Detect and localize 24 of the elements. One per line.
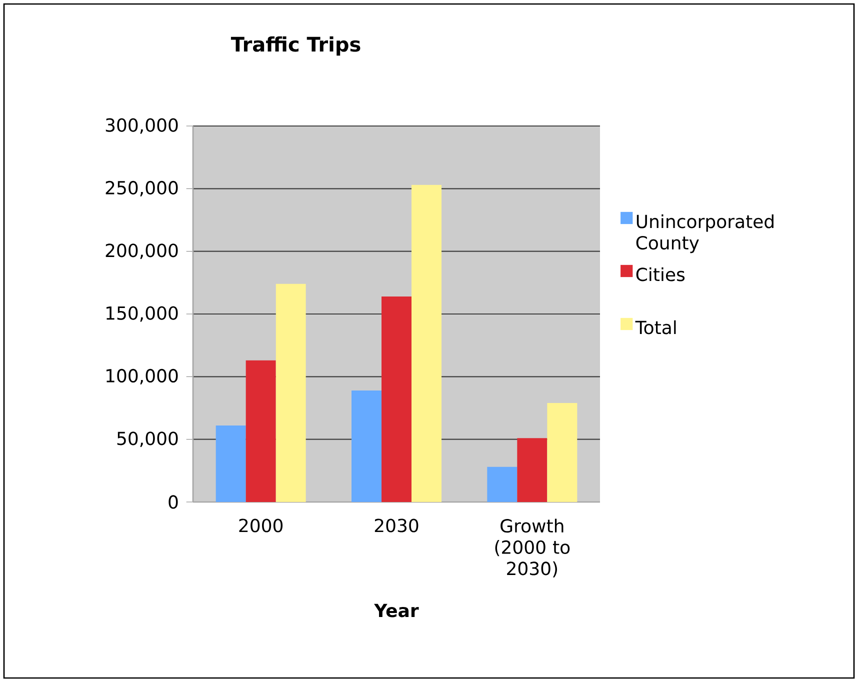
chart-title: Traffic Trips xyxy=(230,36,360,56)
y-tick-label: 150,000 xyxy=(106,306,178,322)
y-tick-label: 0 xyxy=(168,495,178,509)
x-axis-title: Year xyxy=(374,604,419,618)
y-tick-label: 200,000 xyxy=(106,244,178,260)
legend-label: Total xyxy=(635,320,676,334)
bar xyxy=(487,466,518,502)
bar xyxy=(382,296,412,502)
y-tick-label: 100,000 xyxy=(106,368,178,384)
x-tick-label: 2000 xyxy=(239,518,283,532)
bar xyxy=(517,438,548,502)
bar xyxy=(246,360,276,502)
bar xyxy=(276,284,306,502)
y-tick-label: 300,000 xyxy=(106,118,178,134)
x-tick-label: Growth (2000 to 2030) xyxy=(495,518,570,578)
bar xyxy=(352,390,382,502)
y-tick-label: 250,000 xyxy=(106,180,178,196)
legend-label: Unincorporated County xyxy=(636,214,774,254)
legend-label: Cities xyxy=(636,267,685,282)
bar xyxy=(547,402,578,502)
bar xyxy=(216,426,246,502)
bar xyxy=(412,184,442,502)
y-tick-label: 50,000 xyxy=(117,432,178,448)
x-tick-label: 2030 xyxy=(374,518,418,532)
